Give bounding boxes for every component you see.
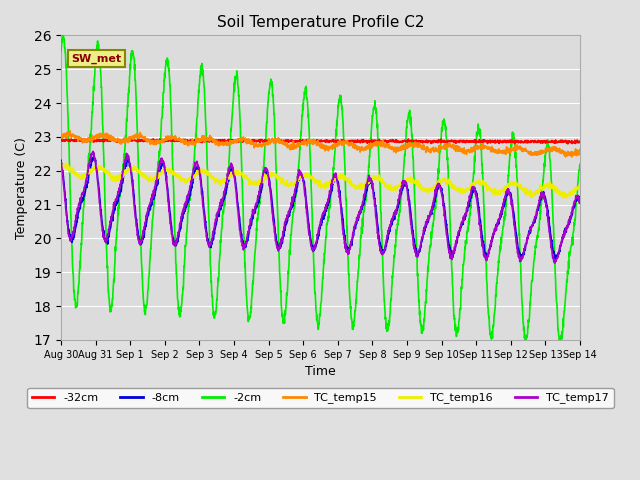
-2cm <box>59 31 67 37</box>
Line: -8cm: -8cm <box>61 157 580 262</box>
TC_temp15 <box>561 149 569 155</box>
-8cm <box>310 244 317 250</box>
-2cm <box>466 211 474 216</box>
Line: -32cm: -32cm <box>61 138 580 144</box>
-2cm <box>84 167 92 173</box>
TC_temp16 <box>576 185 584 191</box>
-8cm <box>466 198 474 204</box>
-8cm <box>516 259 524 264</box>
-2cm <box>296 144 304 150</box>
TC_temp17 <box>551 260 559 266</box>
-8cm <box>57 157 65 163</box>
-8cm <box>561 226 569 231</box>
TC_temp15 <box>84 136 92 142</box>
TC_temp16 <box>62 160 70 166</box>
TC_temp17 <box>576 199 584 205</box>
Line: TC_temp16: TC_temp16 <box>61 163 580 198</box>
Line: -2cm: -2cm <box>61 34 580 348</box>
TC_temp16 <box>84 170 92 176</box>
-32cm <box>564 141 572 146</box>
TC_temp17 <box>466 195 474 201</box>
TC_temp15 <box>568 154 575 160</box>
-32cm <box>576 140 584 145</box>
-2cm <box>310 257 317 263</box>
Legend: -32cm, -8cm, -2cm, TC_temp15, TC_temp16, TC_temp17: -32cm, -8cm, -2cm, TC_temp15, TC_temp16,… <box>28 388 614 408</box>
-32cm <box>84 139 92 144</box>
-8cm <box>84 180 92 185</box>
-32cm <box>561 138 569 144</box>
Text: SW_met: SW_met <box>72 54 122 64</box>
-8cm <box>90 154 97 160</box>
TC_temp17 <box>562 227 570 233</box>
-2cm <box>576 161 584 167</box>
-32cm <box>466 138 474 144</box>
Line: TC_temp15: TC_temp15 <box>61 131 580 157</box>
TC_temp15 <box>57 134 65 140</box>
-32cm <box>310 138 317 144</box>
TC_temp16 <box>310 179 317 185</box>
Y-axis label: Temperature (C): Temperature (C) <box>15 137 28 239</box>
TC_temp15 <box>296 143 304 148</box>
-2cm <box>561 298 569 303</box>
TC_temp15 <box>67 128 74 134</box>
X-axis label: Time: Time <box>305 365 336 378</box>
TC_temp15 <box>561 151 569 157</box>
TC_temp15 <box>576 148 584 154</box>
TC_temp17 <box>561 230 569 236</box>
Line: TC_temp17: TC_temp17 <box>61 151 580 263</box>
-32cm <box>105 135 113 141</box>
-8cm <box>296 171 304 177</box>
TC_temp17 <box>57 159 65 165</box>
-8cm <box>562 225 570 231</box>
TC_temp16 <box>562 195 570 201</box>
TC_temp15 <box>466 148 474 154</box>
-32cm <box>561 138 569 144</box>
TC_temp16 <box>561 192 569 198</box>
TC_temp17 <box>296 169 304 175</box>
-2cm <box>557 345 565 350</box>
-2cm <box>562 296 570 302</box>
-2cm <box>57 48 65 54</box>
TC_temp16 <box>559 195 566 201</box>
-8cm <box>576 197 584 203</box>
TC_temp16 <box>296 173 304 179</box>
TC_temp16 <box>466 187 474 193</box>
-32cm <box>296 137 304 143</box>
TC_temp15 <box>310 136 317 142</box>
Title: Soil Temperature Profile C2: Soil Temperature Profile C2 <box>217 15 424 30</box>
TC_temp17 <box>90 148 97 154</box>
-32cm <box>57 138 65 144</box>
TC_temp16 <box>57 165 65 170</box>
TC_temp17 <box>310 245 317 251</box>
TC_temp17 <box>84 172 92 178</box>
